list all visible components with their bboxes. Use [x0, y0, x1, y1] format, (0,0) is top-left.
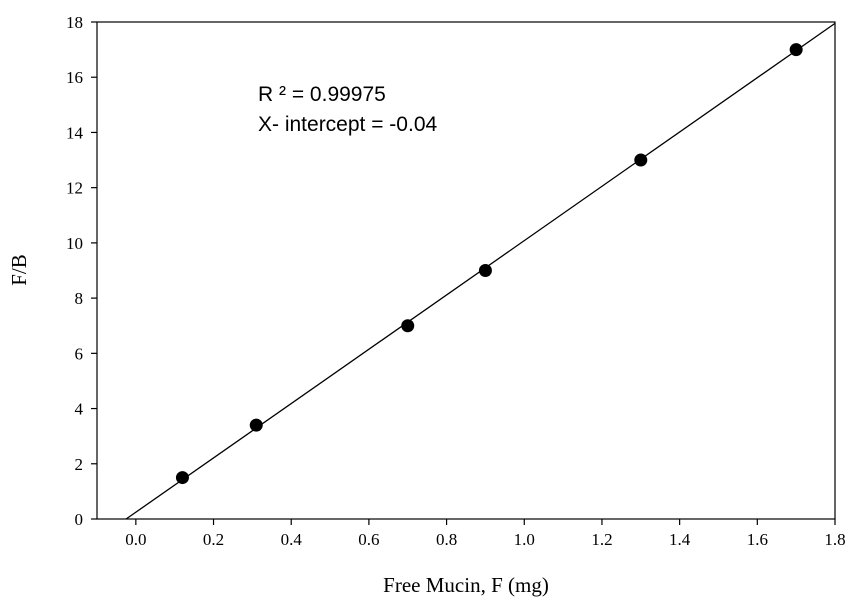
plot-frame	[96, 21, 836, 520]
x-tick-label: 0.6	[358, 530, 379, 549]
y-tick-label: 0	[75, 510, 84, 529]
y-tick-label: 8	[75, 289, 84, 308]
x-axis-ticks: 0.0 0.2 0.4 0.6 0.8 1.0 1.2 1.4 1.6 1.8	[125, 519, 846, 549]
y-tick-label: 16	[66, 68, 83, 87]
y-tick-label: 10	[66, 234, 83, 253]
x-tick-label: 0.2	[203, 530, 224, 549]
data-points	[175, 43, 803, 485]
y-tick-label: 2	[75, 455, 84, 474]
y-tick-label: 4	[75, 400, 84, 419]
x-tick-label: 1.6	[747, 530, 768, 549]
data-point	[634, 153, 648, 167]
data-point	[401, 319, 415, 333]
data-point	[175, 471, 189, 485]
y-tick-label: 18	[66, 13, 83, 32]
y-axis-title: F/B	[7, 254, 31, 286]
y-tick-label: 12	[66, 179, 83, 198]
x-tick-label: 0.4	[281, 530, 303, 549]
y-tick-label: 6	[75, 344, 84, 363]
x-axis-title: Free Mucin, F (mg)	[383, 573, 549, 597]
y-tick-label: 14	[66, 123, 84, 142]
annotation-x-intercept: X- intercept = -0.04	[258, 113, 437, 136]
annotation-r-squared: R ² = 0.99975	[258, 83, 386, 106]
data-point	[478, 264, 492, 277]
x-tick-label: 1.2	[591, 530, 612, 549]
x-tick-label: 0.0	[125, 530, 146, 549]
x-tick-label: 1.0	[514, 530, 535, 549]
x-tick-label: 1.4	[669, 530, 691, 549]
y-axis-ticks: 0 2 4 6 8 10 12 14 16 18	[66, 13, 97, 529]
data-point	[789, 43, 803, 57]
x-tick-label: 1.8	[824, 530, 845, 549]
data-point	[249, 418, 263, 432]
x-tick-label: 0.8	[436, 530, 457, 549]
